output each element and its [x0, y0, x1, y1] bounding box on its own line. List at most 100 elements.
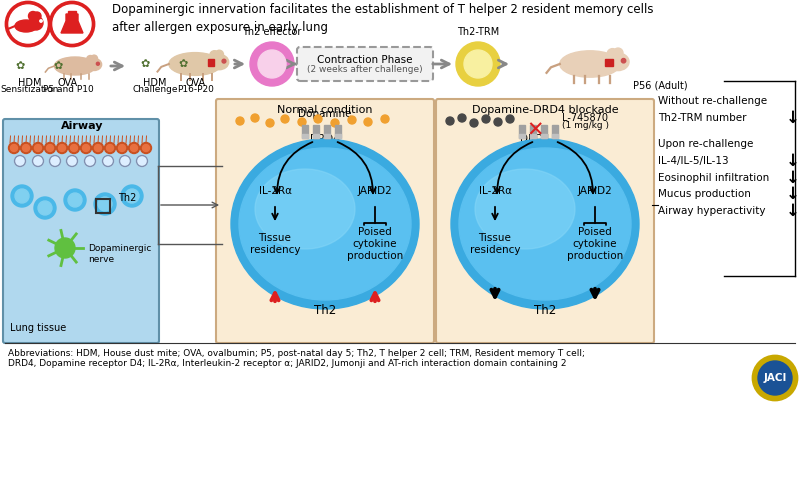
Text: Dopamine: Dopamine — [298, 109, 352, 119]
Circle shape — [22, 144, 30, 151]
Circle shape — [29, 16, 43, 30]
Circle shape — [90, 55, 98, 62]
Circle shape — [15, 189, 29, 203]
Circle shape — [137, 156, 147, 167]
Circle shape — [251, 114, 259, 122]
Text: Th2: Th2 — [118, 193, 136, 203]
Text: Poised
cytokine
production: Poised cytokine production — [347, 227, 403, 261]
Circle shape — [57, 142, 67, 153]
Circle shape — [96, 62, 99, 65]
Circle shape — [33, 12, 41, 20]
Text: Dopaminergic innervation facilitates the establishment of T helper 2 resident me: Dopaminergic innervation facilitates the… — [112, 2, 654, 34]
Circle shape — [38, 201, 52, 215]
Text: L-745870: L-745870 — [562, 113, 608, 123]
Circle shape — [281, 115, 289, 123]
Circle shape — [64, 189, 86, 211]
Circle shape — [102, 156, 114, 167]
Text: ↓: ↓ — [786, 109, 800, 127]
Circle shape — [14, 156, 26, 167]
Circle shape — [33, 142, 43, 153]
FancyBboxPatch shape — [436, 99, 654, 343]
Text: Airway: Airway — [61, 121, 103, 131]
Bar — [324, 125, 330, 138]
Circle shape — [446, 117, 454, 125]
Circle shape — [266, 119, 274, 127]
Ellipse shape — [86, 59, 102, 70]
Text: DRD4: DRD4 — [520, 134, 550, 144]
Text: P5 and P10: P5 and P10 — [42, 85, 94, 94]
Bar — [302, 125, 308, 138]
Bar — [313, 125, 319, 138]
Text: JARID2: JARID2 — [358, 186, 392, 196]
FancyBboxPatch shape — [297, 47, 433, 81]
Circle shape — [66, 156, 78, 167]
Text: Sensitization: Sensitization — [1, 85, 59, 94]
Circle shape — [85, 156, 95, 167]
Text: Contraction Phase: Contraction Phase — [318, 55, 413, 65]
Circle shape — [210, 51, 219, 60]
Text: Lung tissue: Lung tissue — [10, 323, 66, 333]
Circle shape — [458, 114, 466, 122]
Bar — [519, 125, 525, 138]
Circle shape — [141, 142, 151, 153]
Text: Mucus production: Mucus production — [658, 189, 751, 199]
Ellipse shape — [560, 51, 620, 77]
Circle shape — [106, 144, 114, 151]
Text: Normal condition: Normal condition — [278, 105, 373, 115]
Text: ✿: ✿ — [178, 59, 188, 69]
Circle shape — [45, 142, 55, 153]
Circle shape — [82, 144, 90, 151]
Circle shape — [118, 144, 126, 151]
Ellipse shape — [210, 55, 229, 70]
Circle shape — [11, 185, 33, 207]
Text: OVA: OVA — [186, 78, 206, 88]
Circle shape — [69, 142, 79, 153]
Circle shape — [33, 156, 43, 167]
Circle shape — [121, 185, 143, 207]
Text: P16-P20: P16-P20 — [178, 85, 214, 94]
Text: Challenge: Challenge — [132, 85, 178, 94]
Circle shape — [6, 2, 50, 46]
Bar — [96, 199, 110, 213]
Circle shape — [50, 156, 61, 167]
Circle shape — [93, 142, 103, 153]
Ellipse shape — [451, 139, 639, 309]
Polygon shape — [68, 11, 76, 14]
Text: HDM: HDM — [143, 78, 166, 88]
Text: Th2: Th2 — [314, 304, 336, 316]
Text: Abbreviations: HDM, House dust mite; OVA, ovalbumin; P5, post-natal day 5; Th2, : Abbreviations: HDM, House dust mite; OVA… — [8, 349, 585, 358]
Bar — [530, 134, 536, 138]
Text: Airway hyperactivity: Airway hyperactivity — [658, 206, 766, 216]
Circle shape — [117, 142, 127, 153]
Circle shape — [10, 144, 18, 151]
Circle shape — [258, 50, 286, 78]
Text: P56 (Adult): P56 (Adult) — [633, 80, 687, 90]
Bar — [530, 125, 536, 138]
Text: ✿: ✿ — [140, 59, 150, 69]
Ellipse shape — [255, 169, 355, 249]
Circle shape — [70, 144, 78, 151]
Circle shape — [68, 193, 82, 207]
Circle shape — [29, 11, 38, 20]
Text: HDM: HDM — [18, 78, 42, 88]
Text: Tissue
residency: Tissue residency — [250, 233, 300, 255]
Bar — [541, 134, 547, 138]
Circle shape — [215, 50, 223, 59]
Circle shape — [86, 56, 94, 63]
Circle shape — [298, 118, 306, 126]
Circle shape — [94, 193, 116, 215]
Text: Eosinophil infiltration: Eosinophil infiltration — [658, 173, 770, 183]
FancyBboxPatch shape — [216, 99, 434, 343]
Circle shape — [470, 119, 478, 127]
Text: IL-4/IL-5/IL-13: IL-4/IL-5/IL-13 — [658, 156, 729, 166]
Circle shape — [105, 142, 115, 153]
Text: Dopaminergic
nerve: Dopaminergic nerve — [88, 244, 151, 264]
Circle shape — [250, 42, 294, 86]
Circle shape — [753, 356, 797, 400]
Circle shape — [758, 361, 792, 395]
Circle shape — [40, 20, 42, 22]
Bar — [552, 134, 558, 138]
Text: ↓: ↓ — [786, 202, 800, 220]
Ellipse shape — [459, 148, 631, 300]
Circle shape — [314, 115, 322, 123]
